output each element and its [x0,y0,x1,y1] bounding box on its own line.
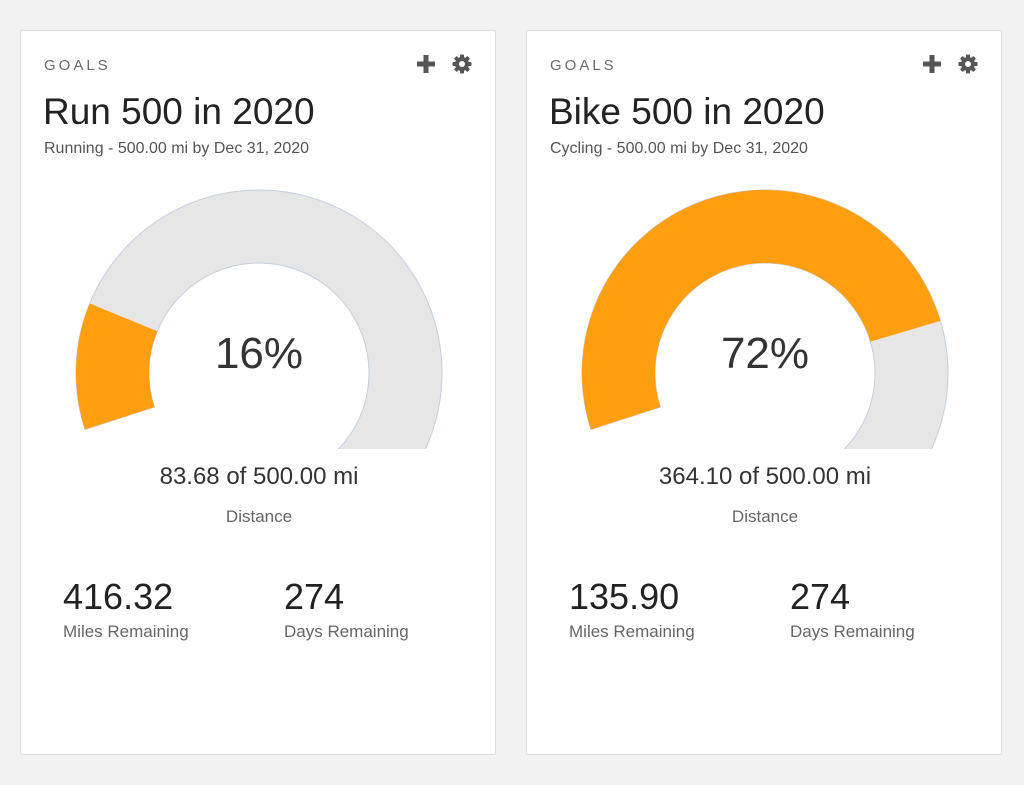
miles-remaining-label: Miles Remaining [569,622,695,641]
metric-label: Distance [225,507,293,526]
miles-remaining-value: 416.32 [63,576,174,617]
plus-icon [417,55,435,73]
goal-card: GOALS Run 500 in 2020 Running - 500.00 m… [20,30,496,755]
gear-icon [958,54,978,74]
goal-subtitle: Running - 500.00 mi by Dec 31, 2020 [44,140,310,157]
progress-text: 364.10 of 500.00 mi [658,463,872,490]
gauge-percent: 16% [214,329,304,378]
progress-gauge [75,189,443,449]
days-remaining-label: Days Remaining [284,622,409,641]
card-toolbar [921,53,979,75]
days-remaining-label: Days Remaining [790,622,915,641]
goal-title: Run 500 in 2020 [43,91,315,132]
goal-title: Bike 500 in 2020 [549,91,825,132]
goal-card: GOALS Bike 500 in 2020 Cycling - 500.00 … [526,30,1002,755]
metric-label: Distance [731,507,799,526]
goal-subtitle: Cycling - 500.00 mi by Dec 31, 2020 [550,140,808,157]
gauge-fill [581,189,941,430]
gear-icon [452,54,472,74]
days-remaining-value: 274 [284,576,345,617]
days-remaining-value: 274 [790,576,851,617]
progress-text: 83.68 of 500.00 mi [159,463,359,490]
miles-remaining-value: 135.90 [569,576,680,617]
add-goal-button[interactable] [921,53,943,75]
miles-remaining-stat: 416.32 Miles Remaining [63,576,189,642]
card-toolbar [415,53,473,75]
days-remaining-stat: 274 Days Remaining [284,576,409,642]
gauge-percent: 72% [720,329,810,378]
add-goal-button[interactable] [415,53,437,75]
gauge-track [75,189,443,449]
goal-settings-button[interactable] [957,53,979,75]
progress-gauge [581,189,949,449]
miles-remaining-label: Miles Remaining [63,622,189,641]
gauge-fill [76,303,158,430]
miles-remaining-stat: 135.90 Miles Remaining [569,576,695,642]
section-label: GOALS [44,57,111,74]
section-label: GOALS [550,57,617,74]
goal-settings-button[interactable] [451,53,473,75]
plus-icon [923,55,941,73]
days-remaining-stat: 274 Days Remaining [790,576,915,642]
